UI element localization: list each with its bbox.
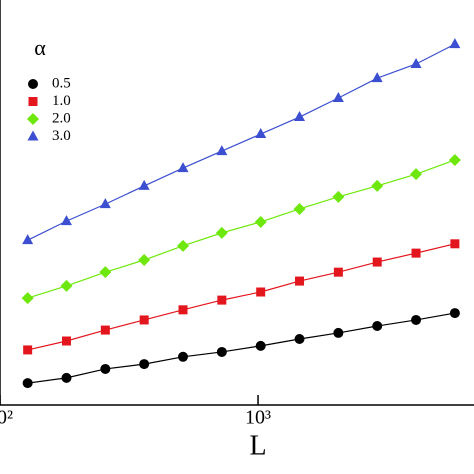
marker <box>60 215 72 226</box>
marker <box>100 325 110 335</box>
marker <box>411 314 422 325</box>
marker <box>448 153 461 166</box>
marker <box>139 315 149 325</box>
marker <box>177 162 189 173</box>
marker <box>61 336 71 346</box>
marker <box>371 179 384 192</box>
marker <box>217 295 227 305</box>
marker <box>410 168 423 181</box>
legend-marker <box>27 113 39 125</box>
legend-label: 2.0 <box>52 110 71 126</box>
marker <box>295 276 305 286</box>
marker <box>293 202 306 215</box>
marker <box>99 266 112 279</box>
fit-line <box>27 43 456 241</box>
marker <box>139 359 150 370</box>
marker <box>216 346 227 357</box>
marker <box>99 198 111 209</box>
x-tick-label: 10³ <box>245 407 271 429</box>
marker <box>254 215 267 228</box>
legend-marker <box>28 79 38 89</box>
marker <box>100 363 111 374</box>
marker <box>138 179 150 190</box>
legend-label: 3.0 <box>52 128 71 144</box>
marker <box>178 351 189 362</box>
marker <box>60 279 73 292</box>
marker <box>371 72 383 83</box>
legend-label: 1.0 <box>52 93 71 109</box>
marker <box>372 321 383 332</box>
legend-title: α <box>34 35 46 60</box>
marker <box>138 254 151 267</box>
x-axis-label: L <box>249 430 266 461</box>
marker <box>372 257 382 267</box>
marker <box>449 38 461 49</box>
marker <box>410 57 422 68</box>
marker <box>22 378 33 389</box>
marker <box>333 267 343 277</box>
marker <box>177 239 190 252</box>
fit-line <box>27 243 456 351</box>
marker <box>256 287 266 297</box>
marker <box>449 308 460 319</box>
legend-label: 0.5 <box>52 75 71 91</box>
marker <box>255 340 266 351</box>
marker <box>450 239 460 249</box>
marker <box>332 92 344 103</box>
fit-line <box>27 159 456 299</box>
marker <box>216 145 228 156</box>
marker <box>61 372 72 383</box>
marker <box>178 305 188 315</box>
marker <box>411 248 421 258</box>
legend-marker <box>28 97 38 106</box>
marker <box>23 345 33 355</box>
marker <box>22 234 34 245</box>
marker <box>333 327 344 338</box>
x-tick-label: 10² <box>0 407 13 429</box>
marker <box>294 333 305 344</box>
marker <box>255 128 267 139</box>
marker <box>21 292 34 305</box>
fit-line <box>27 312 455 384</box>
marker <box>215 226 228 239</box>
legend-marker <box>27 130 39 141</box>
marker <box>332 190 345 203</box>
marker <box>294 111 306 122</box>
